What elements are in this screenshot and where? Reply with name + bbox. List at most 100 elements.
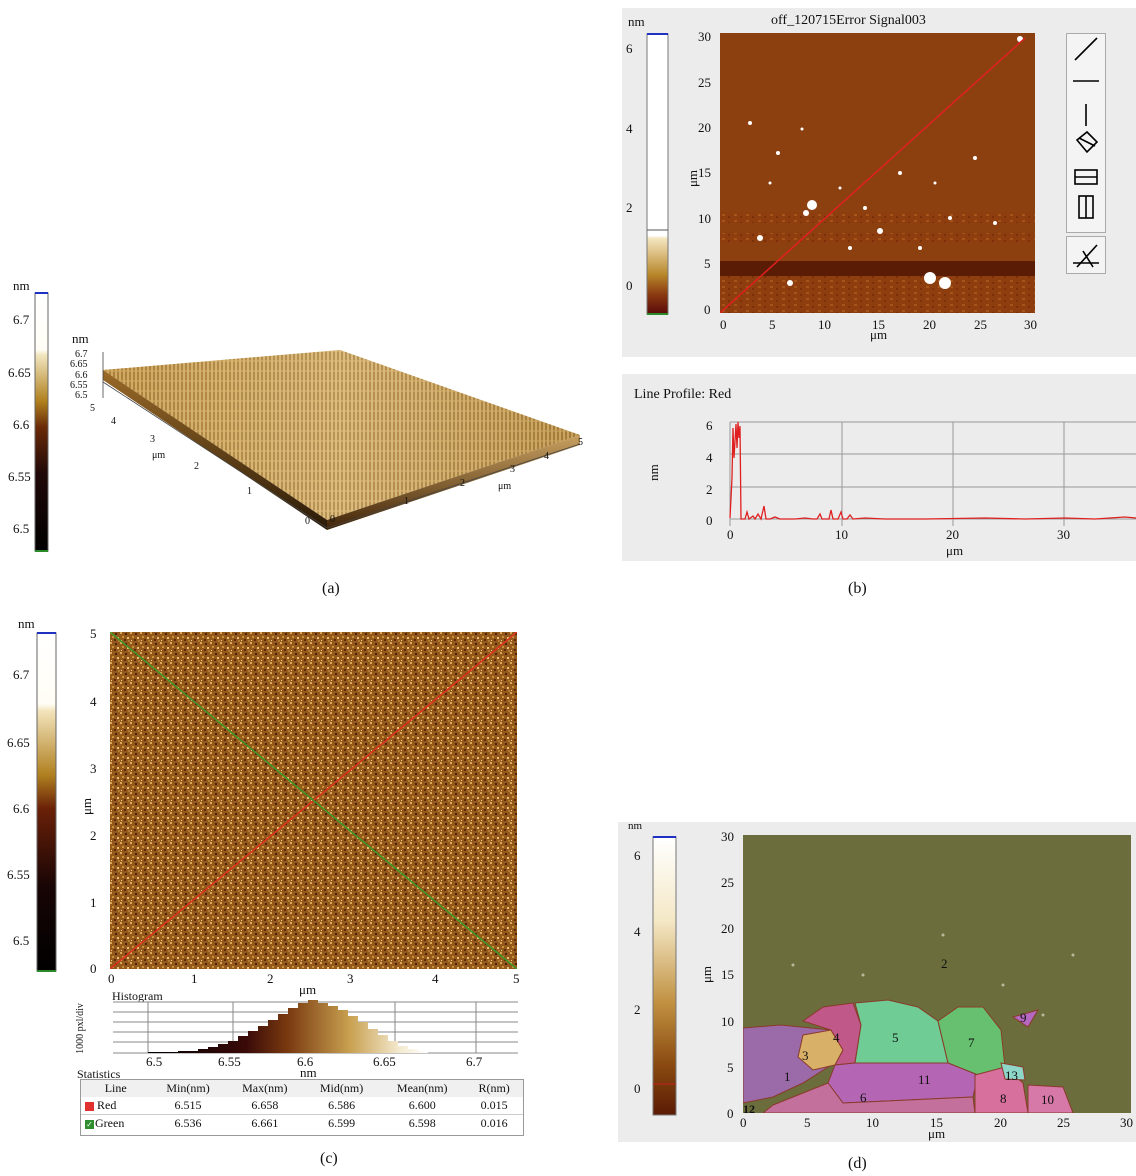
y-tick: 20: [721, 921, 734, 936]
region-label: 12: [743, 1102, 755, 1116]
region-label: 6: [860, 1090, 867, 1105]
colorbar-unit: nm: [18, 616, 35, 631]
stat-cell: 6.661: [251, 1116, 279, 1130]
line-name: Green: [95, 1116, 125, 1130]
histogram-x-tick: 6.55: [218, 1054, 241, 1069]
y-tick: 10: [721, 1014, 734, 1029]
stat-cell: 6.599: [328, 1116, 356, 1130]
x-tick: 20: [994, 1115, 1007, 1130]
x-tick: 25: [974, 317, 987, 332]
axis-tick: 5: [578, 437, 583, 448]
caption-a: (a): [322, 580, 340, 597]
x-axis-label: μm: [870, 327, 888, 342]
profile-y-tick: 2: [706, 482, 713, 497]
profile-y-tick: 4: [706, 450, 713, 465]
diagonal-line-tool-icon[interactable]: [1074, 37, 1098, 61]
caption-c: (c): [320, 1150, 338, 1167]
axis-label: μm: [152, 450, 166, 461]
axis-tick: 1: [247, 486, 252, 497]
z-tick: 6.7: [75, 349, 88, 360]
profile-x-label: μm: [946, 543, 964, 558]
image-title: off_120715Error Signal003: [771, 13, 926, 28]
histogram-x-tick: 6.5: [146, 1054, 163, 1069]
axis-tick: 4: [111, 416, 116, 427]
y-tick: 30: [698, 29, 711, 44]
caption-b: (b): [848, 580, 867, 597]
colorbar-tick: 4: [626, 121, 633, 136]
x-tick: 3: [347, 971, 354, 986]
axis-tick: 1: [404, 496, 409, 507]
colorbar-tick: 0: [634, 1081, 641, 1096]
region-label: 10: [1041, 1092, 1054, 1107]
colorbar-tick: 6.55: [7, 867, 30, 882]
axis-tick: 2: [194, 461, 199, 472]
histogram-x-label: nm: [300, 1065, 317, 1080]
colorbar-unit: nm: [628, 14, 645, 29]
x-tick: 0: [720, 317, 727, 332]
y-tick: 5: [704, 256, 711, 271]
y-tick: 5: [727, 1060, 734, 1075]
y-tick: 2: [90, 828, 97, 843]
colorbar-tick: 2: [626, 200, 633, 215]
x-tick: 1: [191, 971, 198, 986]
x-tick: 20: [923, 317, 936, 332]
header-cell: Max(nm): [242, 1081, 288, 1095]
colorbar-tick: 6.65: [7, 735, 30, 750]
x-tick: 0: [740, 1115, 747, 1130]
profile-x-tick: 10: [835, 527, 848, 542]
vertical-box-tool-icon[interactable]: [1078, 195, 1094, 219]
axis-tick: 3: [510, 464, 515, 475]
x-tick: 2: [267, 971, 274, 986]
colorbar-tick: 6.5: [13, 933, 30, 948]
header-cell: Mid(nm): [319, 1081, 364, 1095]
stat-cell: 6.515: [174, 1098, 202, 1112]
red-swatch-icon: [85, 1101, 94, 1111]
header-cell: Min(nm): [166, 1081, 210, 1095]
x-tick: 15: [930, 1115, 943, 1130]
histogram-x-tick: 6.65: [373, 1054, 396, 1069]
colorbar-tick: 2: [634, 1002, 641, 1017]
y-tick: 15: [698, 165, 711, 180]
axis-tick: 0: [330, 514, 335, 525]
box-diagonal-tool-icon[interactable]: [1075, 130, 1099, 154]
histogram-plot: [113, 1000, 518, 1054]
colorbar-tick: 0: [626, 278, 633, 293]
x-tick: 4: [432, 971, 439, 986]
x-axis-label: μm: [928, 1126, 946, 1141]
x-tick: 0: [108, 971, 115, 986]
y-tick: 25: [721, 875, 734, 890]
stat-cell: 0.016: [480, 1116, 508, 1130]
colorbar-tick: 6.55: [8, 469, 31, 484]
histogram-y-label: 1000 pxl/div: [74, 1003, 86, 1054]
colorbar-tick: 6.6: [13, 801, 30, 816]
afm-image-b: [720, 33, 1035, 313]
statistics-header-row: Line Min(nm) Max(nm) Mid(nm) Mean(nm) R(…: [81, 1080, 523, 1097]
statistics-row-red[interactable]: Red 6.515 6.658 6.586 6.600 0.015: [81, 1097, 523, 1115]
profile-y-tick: 0: [706, 513, 713, 528]
tool-palette: [1066, 33, 1106, 233]
profile-x-tick: 0: [727, 527, 734, 542]
axis-tick: 2: [460, 478, 465, 489]
y-tick: 1: [90, 895, 97, 910]
region-label: 3: [802, 1048, 809, 1063]
green-check-icon[interactable]: ✓: [85, 1119, 94, 1129]
angle-tool-icon: [1073, 244, 1099, 268]
axis-tick: 5: [90, 403, 95, 414]
statistics-row-green[interactable]: ✓ Green 6.536 6.661 6.599 6.598 0.016: [81, 1114, 523, 1133]
region-label: 2: [941, 956, 948, 971]
angle-tool-button[interactable]: [1066, 236, 1106, 274]
region-label: 9: [1020, 1010, 1027, 1025]
colorbar-b: [646, 33, 669, 315]
horizontal-box-tool-icon[interactable]: [1074, 169, 1098, 185]
y-axis-label: μm: [79, 797, 95, 816]
profile-x-tick: 30: [1057, 527, 1070, 542]
z-tick: 6.5: [75, 390, 88, 401]
profile-x-tick: 20: [946, 527, 959, 542]
y-tick: 0: [704, 302, 711, 317]
y-axis-label: μm: [699, 965, 715, 984]
x-axis-label: μm: [299, 982, 317, 997]
header-cell: Mean(nm): [396, 1081, 448, 1095]
colorbar-d: [652, 836, 677, 1116]
colorbar-tick: 6.6: [13, 417, 30, 432]
z-tick: 6.6: [75, 370, 88, 381]
